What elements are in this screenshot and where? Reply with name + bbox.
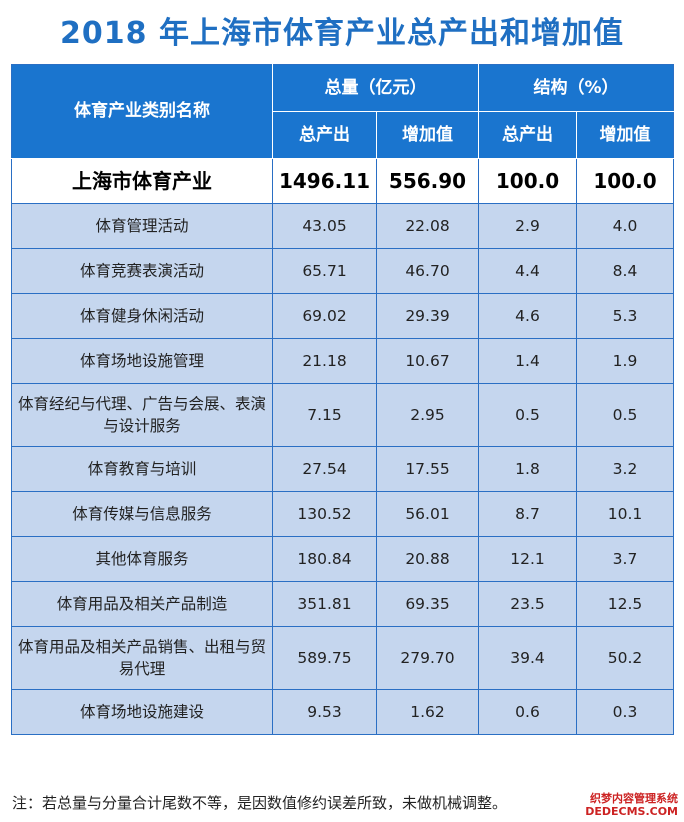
table-row: 体育教育与培训 27.54 17.55 1.8 3.2 (11, 446, 675, 492)
row-category: 体育健身休闲活动 (11, 293, 273, 339)
watermark-line-1: 织梦内容管理系统 (590, 791, 678, 805)
row-output-pct: 0.5 (478, 383, 577, 447)
row-value-added: 20.88 (376, 536, 479, 582)
table-row: 其他体育服务 180.84 20.88 12.1 3.7 (11, 536, 675, 582)
row-output: 65.71 (272, 248, 377, 294)
row-output-pct: 12.1 (478, 536, 577, 582)
row-value-added-pct: 8.4 (575, 248, 675, 294)
row-category: 体育教育与培训 (11, 446, 273, 492)
row-output-pct: 1.4 (478, 338, 577, 384)
row-value-added: 1.62 (376, 689, 479, 735)
sports-industry-table: 体育产业类别名称 总量（亿元） 结构（%） 总产出 增加值 总产出 增加值 上海… (11, 64, 675, 735)
table-row: 体育健身休闲活动 69.02 29.39 4.6 5.3 (11, 293, 675, 339)
table-row: 体育场地设施建设 9.53 1.62 0.6 0.3 (11, 689, 675, 735)
header-value-added: 增加值 (376, 111, 479, 159)
row-value-added-pct: 3.2 (575, 446, 675, 492)
row-output: 351.81 (272, 581, 377, 627)
header-value-added-pct: 增加值 (575, 111, 675, 159)
row-output: 21.18 (272, 338, 377, 384)
row-category: 体育场地设施管理 (11, 338, 273, 384)
row-category: 体育传媒与信息服务 (11, 491, 273, 537)
header-category: 体育产业类别名称 (11, 64, 273, 159)
row-value-added: 279.70 (376, 626, 479, 690)
header-output-pct: 总产出 (478, 111, 577, 159)
table-row: 体育管理活动 43.05 22.08 2.9 4.0 (11, 203, 675, 249)
footnote: 注：若总量与分量合计尾数不等，是因数值修约误差所致，未做机械调整。 (12, 794, 508, 812)
row-category: 体育管理活动 (11, 203, 273, 249)
row-output: 69.02 (272, 293, 377, 339)
row-output-pct: 2.9 (478, 203, 577, 249)
row-value-added: 29.39 (376, 293, 479, 339)
total-name: 上海市体育产业 (11, 158, 273, 204)
row-value-added-pct: 5.3 (575, 293, 675, 339)
row-output-pct: 1.8 (478, 446, 577, 492)
row-value-added: 22.08 (376, 203, 479, 249)
row-output-pct: 0.6 (478, 689, 577, 735)
row-value-added-pct: 0.5 (575, 383, 675, 447)
row-category: 体育用品及相关产品制造 (11, 581, 273, 627)
row-output: 43.05 (272, 203, 377, 249)
total-output-pct: 100.0 (478, 158, 577, 204)
watermark-line-2: DEDECMS.COM (585, 804, 678, 818)
row-value-added: 69.35 (376, 581, 479, 627)
row-output: 589.75 (272, 626, 377, 690)
row-output: 130.52 (272, 491, 377, 537)
watermark: 织梦内容管理系统 DEDECMS.COM (585, 792, 678, 818)
row-value-added-pct: 1.9 (575, 338, 675, 384)
row-output-pct: 8.7 (478, 491, 577, 537)
row-output: 7.15 (272, 383, 377, 447)
row-category: 体育用品及相关产品销售、出租与贸易代理 (11, 626, 273, 690)
header-total-group: 总量（亿元） (272, 64, 479, 112)
total-value-added: 556.90 (376, 158, 479, 204)
row-value-added-pct: 50.2 (575, 626, 675, 690)
total-output: 1496.11 (272, 158, 377, 204)
row-output-pct: 4.6 (478, 293, 577, 339)
page-title: 2018 年上海市体育产业总产出和增加值 (60, 16, 624, 51)
table-row: 体育经纪与代理、广告与会展、表演与设计服务 7.15 2.95 0.5 0.5 (11, 383, 675, 447)
row-output-pct: 4.4 (478, 248, 577, 294)
row-output-pct: 23.5 (478, 581, 577, 627)
row-value-added: 46.70 (376, 248, 479, 294)
row-value-added: 56.01 (376, 491, 479, 537)
row-category: 体育场地设施建设 (11, 689, 273, 735)
total-row: 上海市体育产业 1496.11 556.90 100.0 100.0 (11, 158, 675, 204)
row-value-added-pct: 12.5 (575, 581, 675, 627)
row-value-added-pct: 3.7 (575, 536, 675, 582)
table-row: 体育场地设施管理 21.18 10.67 1.4 1.9 (11, 338, 675, 384)
row-value-added-pct: 4.0 (575, 203, 675, 249)
row-output-pct: 39.4 (478, 626, 577, 690)
row-output: 27.54 (272, 446, 377, 492)
row-value-added-pct: 0.3 (575, 689, 675, 735)
row-value-added: 17.55 (376, 446, 479, 492)
row-value-added: 2.95 (376, 383, 479, 447)
row-category: 其他体育服务 (11, 536, 273, 582)
table-row: 体育用品及相关产品制造 351.81 69.35 23.5 12.5 (11, 581, 675, 627)
header-structure-group: 结构（%） (477, 64, 675, 112)
row-category: 体育经纪与代理、广告与会展、表演与设计服务 (11, 383, 273, 447)
row-value-added-pct: 10.1 (575, 491, 675, 537)
table-row: 体育传媒与信息服务 130.52 56.01 8.7 10.1 (11, 491, 675, 537)
total-value-added-pct: 100.0 (575, 158, 675, 204)
table-row: 体育竞赛表演活动 65.71 46.70 4.4 8.4 (11, 248, 675, 294)
row-value-added: 10.67 (376, 338, 479, 384)
row-output: 9.53 (272, 689, 377, 735)
row-output: 180.84 (272, 536, 377, 582)
row-category: 体育竞赛表演活动 (11, 248, 273, 294)
table-row: 体育用品及相关产品销售、出租与贸易代理 589.75 279.70 39.4 5… (11, 626, 675, 690)
header-output: 总产出 (272, 111, 377, 159)
